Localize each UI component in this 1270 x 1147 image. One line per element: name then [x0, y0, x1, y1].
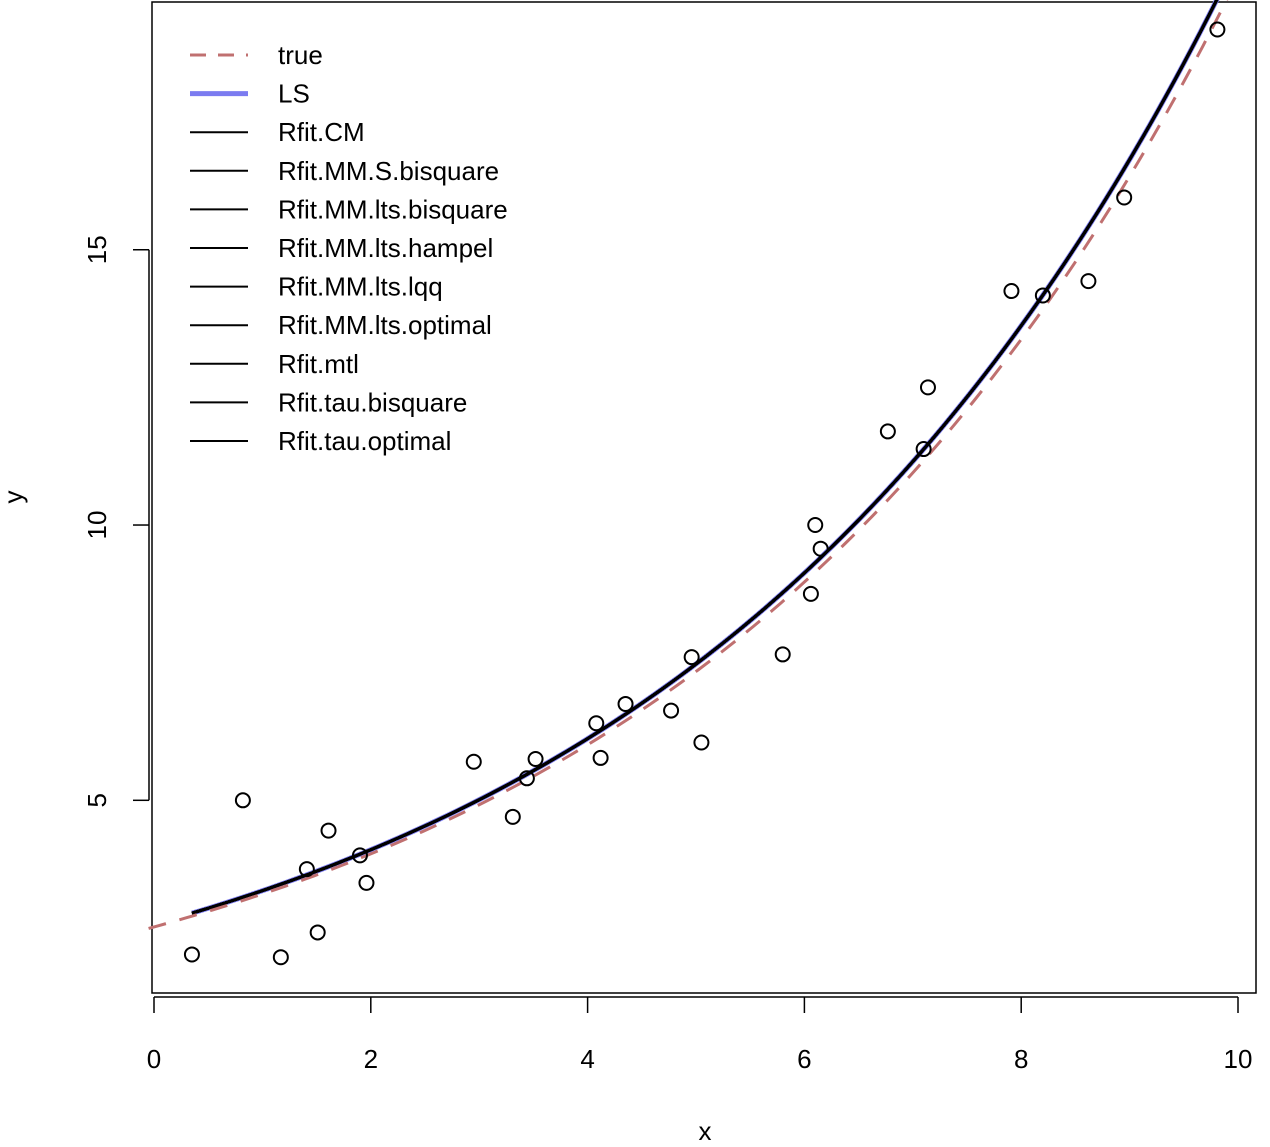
x-tick-label: 8 [1014, 1044, 1028, 1074]
data-point [272, 949, 289, 966]
data-point [234, 792, 251, 809]
data-point [663, 702, 680, 719]
data-point [588, 715, 605, 732]
data-point [683, 649, 700, 666]
legend-label: Rfit.tau.optimal [278, 426, 451, 456]
data-point [915, 441, 932, 458]
legend-label: Rfit.mtl [278, 349, 359, 379]
data-point [1080, 273, 1097, 290]
legend-label: Rfit.MM.S.bisquare [278, 156, 499, 186]
points-layer [183, 21, 1226, 966]
data-point [527, 751, 544, 768]
data-point [518, 770, 535, 787]
x-tick-label: 0 [147, 1044, 161, 1074]
y-tick-label: 10 [82, 511, 112, 540]
x-tick-label: 2 [364, 1044, 378, 1074]
data-point [1003, 283, 1020, 300]
data-point [358, 874, 375, 891]
legend-label: Rfit.MM.lts.hampel [278, 233, 493, 263]
data-point [183, 946, 200, 963]
x-axis: 0 2 4 6 8 10 [147, 996, 1253, 1074]
data-point [774, 646, 791, 663]
data-point [802, 585, 819, 602]
data-point [298, 861, 315, 878]
legend: true LS Rfit.CM Rfit.MM.S.bisquare Rfit.MM.l… [190, 40, 508, 456]
data-point [693, 734, 710, 751]
data-point [320, 822, 337, 839]
x-tick-label: 10 [1224, 1044, 1253, 1074]
x-tick-label: 6 [797, 1044, 811, 1074]
data-point [812, 540, 829, 557]
data-point [807, 517, 824, 534]
plot-frame [151, 1, 1257, 994]
data-point [592, 749, 609, 766]
legend-label: true [278, 40, 323, 70]
legend-label: LS [278, 79, 310, 109]
y-axis-label: y [0, 491, 28, 504]
y-tick-label: 15 [82, 235, 112, 264]
data-point [309, 924, 326, 941]
y-axis: 5 10 15 [82, 235, 150, 808]
data-point [919, 379, 936, 396]
data-point [465, 753, 482, 770]
data-point [1209, 21, 1226, 38]
data-point [879, 423, 896, 440]
data-point [351, 847, 368, 864]
data-point [617, 695, 634, 712]
x-tick-label: 4 [580, 1044, 594, 1074]
y-tick-label: 5 [82, 793, 112, 807]
curve-true [148, 0, 1229, 930]
legend-label: Rfit.CM [278, 117, 365, 147]
data-point [1116, 189, 1133, 206]
legend-label: Rfit.MM.lts.lqq [278, 272, 443, 302]
legend-label: Rfit.MM.lts.optimal [278, 310, 492, 340]
data-point [1034, 287, 1051, 304]
data-point [504, 808, 521, 825]
legend-label: Rfit.MM.lts.bisquare [278, 194, 508, 224]
legend-label: Rfit.tau.bisquare [278, 387, 467, 417]
x-axis-label: x [699, 1116, 712, 1146]
